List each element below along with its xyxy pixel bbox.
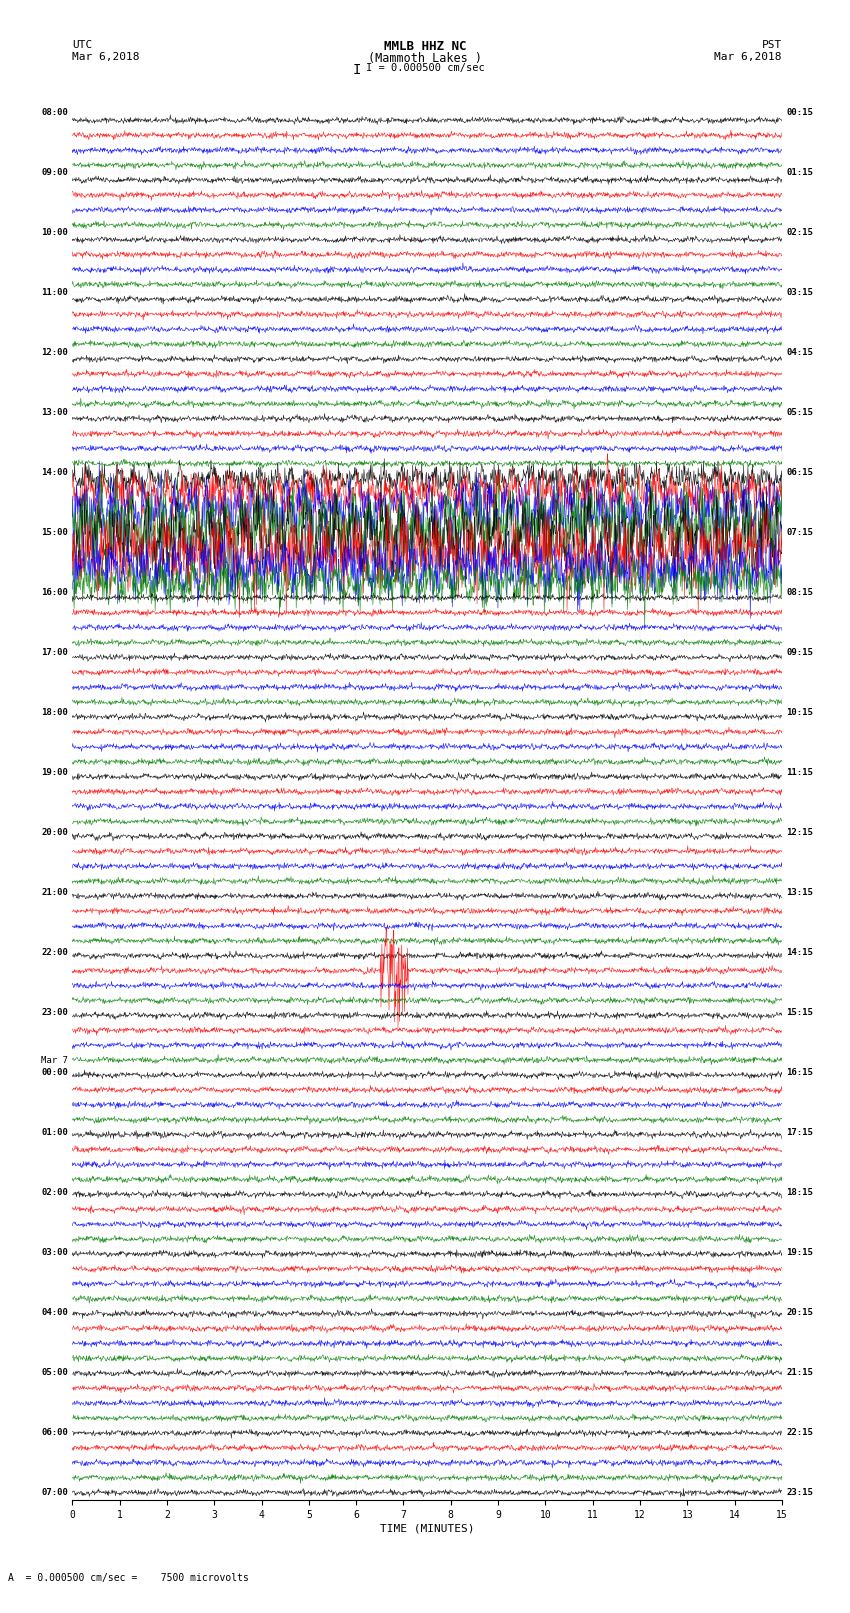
Text: 12:00: 12:00	[41, 348, 68, 358]
Text: 18:00: 18:00	[41, 708, 68, 718]
Text: MMLB HHZ NC: MMLB HHZ NC	[383, 40, 467, 53]
Text: (Mammoth Lakes ): (Mammoth Lakes )	[368, 52, 482, 65]
Text: 23:15: 23:15	[786, 1489, 813, 1497]
Text: 12:15: 12:15	[786, 827, 813, 837]
Text: 05:15: 05:15	[786, 408, 813, 418]
X-axis label: TIME (MINUTES): TIME (MINUTES)	[380, 1524, 474, 1534]
Text: 01:00: 01:00	[41, 1127, 68, 1137]
Text: 16:15: 16:15	[786, 1068, 813, 1077]
Text: 18:15: 18:15	[786, 1189, 813, 1197]
Text: 21:00: 21:00	[41, 889, 68, 897]
Text: 16:00: 16:00	[41, 589, 68, 597]
Text: 15:15: 15:15	[786, 1008, 813, 1018]
Text: 05:00: 05:00	[41, 1368, 68, 1378]
Text: 04:15: 04:15	[786, 348, 813, 358]
Text: Mar 6,2018: Mar 6,2018	[715, 52, 782, 61]
Text: 23:00: 23:00	[41, 1008, 68, 1018]
Text: 11:00: 11:00	[41, 289, 68, 297]
Text: 20:15: 20:15	[786, 1308, 813, 1318]
Text: 02:15: 02:15	[786, 229, 813, 237]
Text: 03:15: 03:15	[786, 289, 813, 297]
Text: I = 0.000500 cm/sec: I = 0.000500 cm/sec	[366, 63, 484, 73]
Text: 01:15: 01:15	[786, 168, 813, 177]
Text: 06:15: 06:15	[786, 468, 813, 477]
Text: 13:00: 13:00	[41, 408, 68, 418]
Text: 17:00: 17:00	[41, 648, 68, 656]
Text: 10:15: 10:15	[786, 708, 813, 718]
Text: 09:00: 09:00	[41, 168, 68, 177]
Text: 09:15: 09:15	[786, 648, 813, 656]
Text: 20:00: 20:00	[41, 827, 68, 837]
Text: 10:00: 10:00	[41, 229, 68, 237]
Text: 17:15: 17:15	[786, 1127, 813, 1137]
Text: Mar 6,2018: Mar 6,2018	[72, 52, 139, 61]
Text: 14:15: 14:15	[786, 948, 813, 957]
Text: PST: PST	[762, 40, 782, 50]
Text: 04:00: 04:00	[41, 1308, 68, 1318]
Text: UTC: UTC	[72, 40, 93, 50]
Text: Mar 7: Mar 7	[41, 1055, 68, 1065]
Text: 00:00: 00:00	[41, 1068, 68, 1077]
Text: 03:00: 03:00	[41, 1248, 68, 1257]
Text: 19:15: 19:15	[786, 1248, 813, 1257]
Text: 08:15: 08:15	[786, 589, 813, 597]
Text: 00:15: 00:15	[786, 108, 813, 118]
Text: 07:00: 07:00	[41, 1489, 68, 1497]
Text: 07:15: 07:15	[786, 529, 813, 537]
Text: 22:00: 22:00	[41, 948, 68, 957]
Text: 06:00: 06:00	[41, 1428, 68, 1437]
Text: 21:15: 21:15	[786, 1368, 813, 1378]
Text: 14:00: 14:00	[41, 468, 68, 477]
Text: 08:00: 08:00	[41, 108, 68, 118]
Text: 15:00: 15:00	[41, 529, 68, 537]
Text: A  = 0.000500 cm/sec =    7500 microvolts: A = 0.000500 cm/sec = 7500 microvolts	[8, 1573, 249, 1582]
Text: 02:00: 02:00	[41, 1189, 68, 1197]
Text: I: I	[353, 63, 361, 77]
Text: 22:15: 22:15	[786, 1428, 813, 1437]
Text: 13:15: 13:15	[786, 889, 813, 897]
Text: 11:15: 11:15	[786, 768, 813, 777]
Text: 19:00: 19:00	[41, 768, 68, 777]
